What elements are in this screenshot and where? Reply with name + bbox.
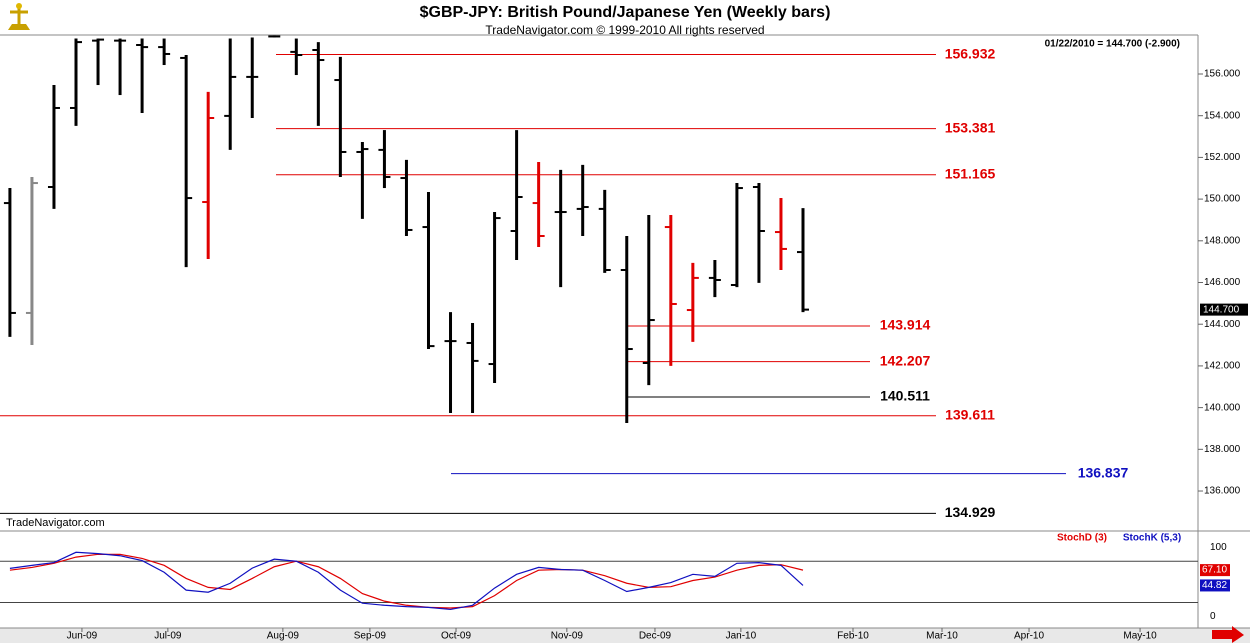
y-tick-label: 144.000 — [1204, 319, 1241, 330]
x-tick-label: Nov-09 — [551, 631, 584, 642]
y-tick-label: 152.000 — [1204, 152, 1241, 163]
level-label: 143.914 — [880, 317, 931, 333]
last-value-label: 44.82 — [1202, 580, 1227, 591]
legend-entry: StochK (5,3) — [1123, 533, 1181, 544]
x-tick-label: Feb-10 — [837, 631, 869, 642]
chart-title: $GBP-JPY: British Pound/Japanese Yen (We… — [420, 4, 831, 21]
y-tick-label: 156.000 — [1204, 69, 1241, 80]
quote: 01/22/2010 = 144.700 (-2.900) — [1045, 39, 1180, 50]
level-label: 134.929 — [945, 504, 996, 520]
y-tick-label: 0 — [1210, 611, 1216, 622]
stoch-line — [9, 551, 804, 611]
y-tick-label: 140.000 — [1204, 402, 1241, 413]
legend-entry: StochD (3) — [1057, 533, 1107, 544]
stoch-line — [9, 553, 804, 609]
level-label: 156.932 — [945, 45, 996, 61]
y-tick-label: 146.000 — [1204, 277, 1241, 288]
y-tick-label: 100 — [1210, 542, 1227, 553]
last-value-label: 67.10 — [1202, 565, 1227, 576]
y-tick-label: 138.000 — [1204, 444, 1241, 455]
watermark: TradeNavigator.com — [6, 517, 105, 529]
x-tick-label: Oct-09 — [441, 631, 471, 642]
level-label: 151.165 — [945, 166, 996, 182]
level-label: 139.611 — [945, 406, 995, 422]
x-tick-label: Jan-10 — [726, 631, 757, 642]
last-price-box — [1200, 303, 1248, 316]
x-tick-label: Apr-10 — [1014, 631, 1044, 642]
level-label: 136.837 — [1078, 464, 1129, 480]
level-label: 142.207 — [880, 352, 931, 368]
x-tick-label: Sep-09 — [354, 631, 387, 642]
x-tick-label: Jun-09 — [67, 631, 98, 642]
x-tick-label: Jul-09 — [154, 631, 182, 642]
level-label: 153.381 — [945, 119, 996, 135]
level-label: 140.511 — [880, 388, 930, 404]
plot: 136.000 138.000 140.000 142.000 144.000 146.0… — [0, 35, 1248, 642]
x-axis-band — [0, 628, 1250, 643]
y-tick-label: 154.000 — [1204, 110, 1241, 121]
x-tick-label: Mar-10 — [926, 631, 958, 642]
x-tick-label: Dec-09 — [639, 631, 672, 642]
last-price-label: 144.700 — [1203, 304, 1240, 315]
y-tick-label: 148.000 — [1204, 235, 1241, 246]
last-value-box — [1200, 564, 1230, 577]
chart-subtitle: TradeNavigator.com © 1999-2010 All right… — [485, 23, 764, 37]
x-tick-label: May-10 — [1123, 631, 1157, 642]
y-tick-label: 136.000 — [1204, 486, 1241, 497]
last-value-box — [1200, 579, 1230, 592]
y-tick-label: 150.000 — [1204, 194, 1241, 205]
logo — [8, 3, 30, 30]
x-tick-label: Aug-09 — [267, 631, 300, 642]
y-tick-label: 142.000 — [1204, 361, 1241, 372]
scroll-arrow[interactable] — [1212, 626, 1244, 643]
